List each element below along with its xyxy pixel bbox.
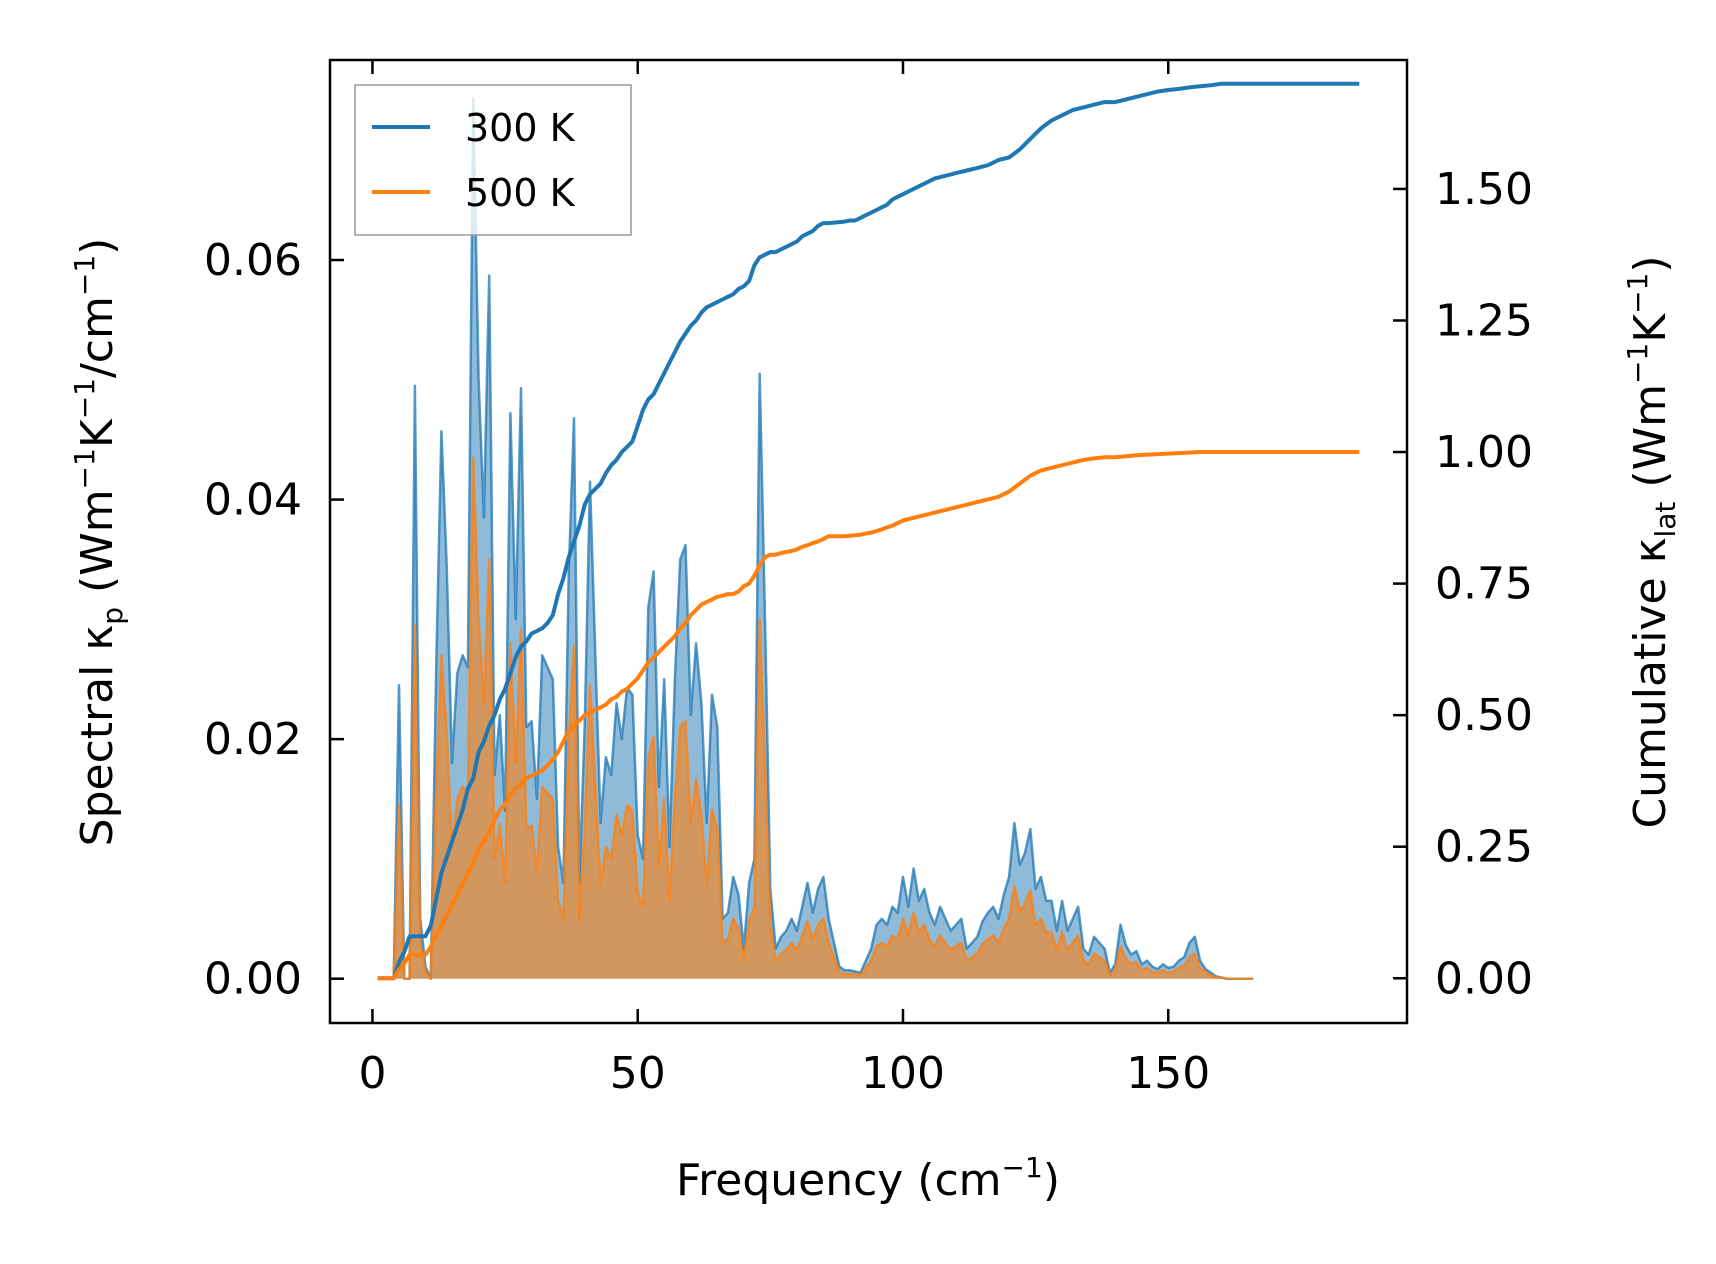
- legend-label-500k: 500 K: [465, 171, 576, 215]
- y-left-tick-label: 0.06: [204, 235, 302, 286]
- y-right-tick-label: 1.50: [1435, 164, 1533, 215]
- legend: 300 K 500 K: [354, 84, 632, 236]
- y-right-tick-label: 1.00: [1435, 427, 1533, 478]
- y-left-tick-label: 0.02: [204, 714, 302, 765]
- x-tick-label: 150: [1126, 1048, 1210, 1099]
- y-axis-left: 0.00 0.02 0.04 0.06: [204, 235, 344, 1005]
- y-right-tick-label: 0.25: [1435, 822, 1533, 873]
- spectral-area-500k: [377, 457, 1254, 979]
- x-axis-label: Frequency (cm−1): [676, 1151, 1060, 1206]
- spectral-line-300k: [377, 97, 1254, 980]
- cumulative-line-500k: [377, 450, 1360, 981]
- legend-box: [354, 84, 632, 236]
- plot-area: [377, 81, 1360, 981]
- x-axis: 0 50 100 150: [358, 60, 1210, 1099]
- y-axis-right-label: Cumulative κlat (Wm−1K−1): [1621, 255, 1682, 828]
- x-tick-label: 0: [358, 1048, 386, 1099]
- plot-frame: [328, 58, 1409, 1025]
- y-axis-right: 0.00 0.25 0.50 0.75 1.00 1.25 1.50: [1393, 164, 1533, 1004]
- y-right-tick-label: 0.00: [1435, 953, 1533, 1004]
- y-left-tick-label: 0.00: [204, 954, 302, 1005]
- x-tick-label: 100: [861, 1048, 945, 1099]
- spectral-line-500k: [377, 456, 1254, 980]
- y-left-tick-label: 0.04: [204, 475, 302, 526]
- spectral-area-300k: [377, 98, 1254, 979]
- cumulative-line-300k: [377, 81, 1360, 981]
- y-right-tick-label: 1.25: [1435, 295, 1533, 346]
- series-layer: [377, 81, 1360, 981]
- y-axis-left-label: Spectral κp (Wm−1K−1/cm−1): [68, 238, 129, 847]
- legend-label-300k: 300 K: [465, 106, 576, 150]
- y-right-tick-label: 0.75: [1435, 559, 1533, 610]
- x-tick-label: 50: [610, 1048, 666, 1099]
- y-right-tick-label: 0.50: [1435, 690, 1533, 741]
